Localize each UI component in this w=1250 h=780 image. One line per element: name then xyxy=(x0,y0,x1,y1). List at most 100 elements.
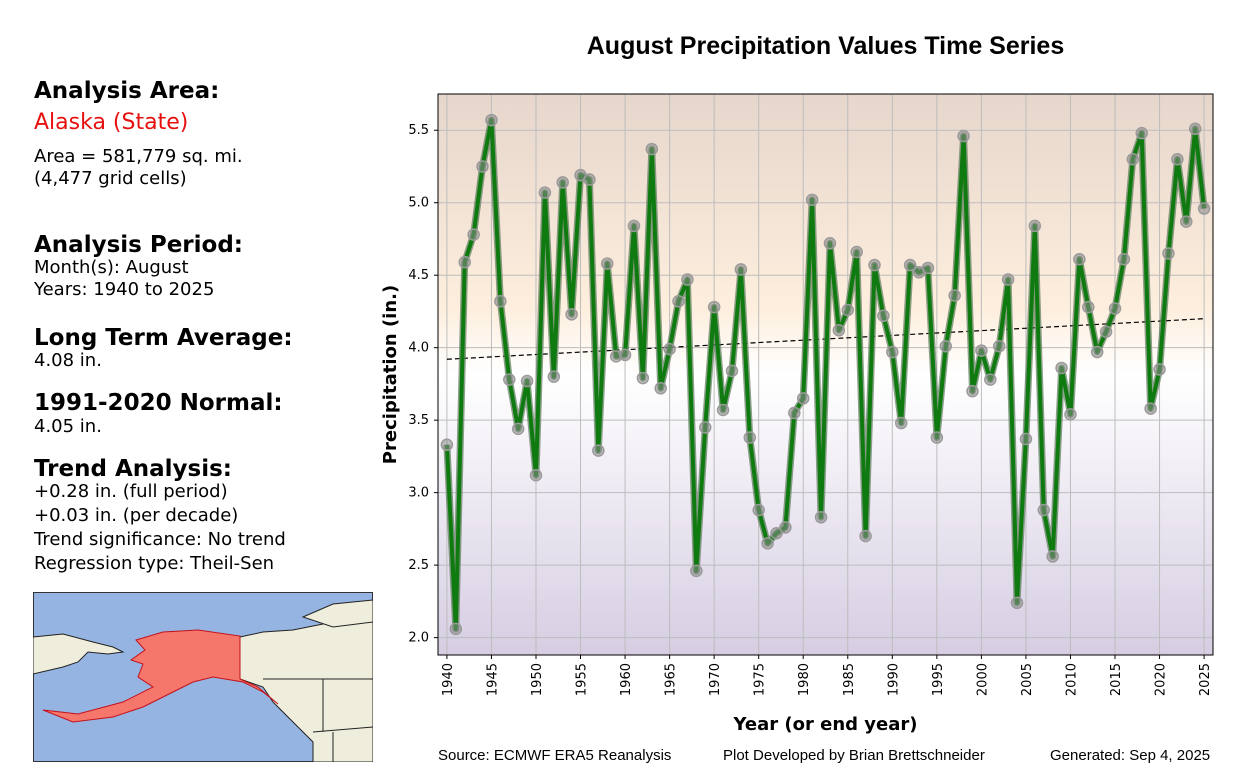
data-point xyxy=(796,392,810,405)
map-alaska-highlight xyxy=(42,629,279,723)
chart-title: August Precipitation Values Time Series xyxy=(586,32,1065,60)
plot-frame xyxy=(437,93,1214,656)
footer-developer: Plot Developed by Brian Brettschneider xyxy=(723,747,985,764)
y-axis-ticks: 2.0 2.5 3.0 3.5 4.0 4.5 5.0 5.5 xyxy=(408,123,438,646)
data-point xyxy=(476,160,489,173)
data-point xyxy=(788,406,801,420)
x-tick-label: 1950 xyxy=(530,663,545,696)
data-point xyxy=(1055,361,1068,375)
data-point xyxy=(503,373,516,386)
data-point xyxy=(743,431,757,444)
data-point xyxy=(752,503,765,517)
data-point xyxy=(877,309,890,323)
data-point xyxy=(592,444,605,457)
data-point xyxy=(681,273,694,286)
data-point xyxy=(1019,432,1033,446)
location-map xyxy=(33,592,373,762)
data-point xyxy=(654,382,667,395)
y-axis-label: Precipitation (in.) xyxy=(380,285,401,464)
data-point xyxy=(948,289,961,302)
x-tick-label: 1985 xyxy=(842,663,857,696)
x-tick-label: 1990 xyxy=(886,663,901,696)
data-point xyxy=(1153,363,1166,376)
y-tick-label: 3.5 xyxy=(408,413,429,428)
data-point xyxy=(734,263,748,276)
x-tick-label: 2025 xyxy=(1198,663,1213,696)
x-tick-label: 1970 xyxy=(708,663,723,696)
map-russia xyxy=(33,633,125,675)
x-axis-label: Year (or end year) xyxy=(733,714,918,735)
data-point xyxy=(1064,408,1077,421)
data-point xyxy=(1010,596,1024,610)
trend-heading: Trend Analysis: xyxy=(34,456,232,482)
lta-heading: Long Term Average: xyxy=(34,325,293,351)
data-point xyxy=(698,421,712,434)
normal-value: 4.05 in. xyxy=(34,416,102,437)
data-point xyxy=(1090,345,1104,359)
area-name: Alaska (State) xyxy=(34,110,189,135)
x-axis-ticks: 1940 1945 1950 1955 1960 1965 1970 1975 1980 1985… xyxy=(441,655,1213,696)
data-point xyxy=(903,258,917,272)
data-point xyxy=(894,416,908,430)
x-tick-label: 1940 xyxy=(441,663,456,696)
data-point xyxy=(601,257,614,270)
y-tick-label: 5.5 xyxy=(408,123,429,138)
data-point xyxy=(538,186,552,199)
data-point xyxy=(1037,503,1050,517)
data-point xyxy=(494,295,507,308)
data-point xyxy=(1162,247,1175,260)
data-point xyxy=(1126,152,1140,166)
regression-type: Regression type: Theil-Sen xyxy=(34,553,275,574)
x-tick-label: 1965 xyxy=(664,663,679,696)
data-point xyxy=(1099,325,1113,338)
y-tick-label: 5.0 xyxy=(408,196,429,211)
x-tick-label: 2020 xyxy=(1154,663,1169,696)
data-point xyxy=(440,438,454,452)
data-point xyxy=(716,403,730,417)
data-point xyxy=(939,339,953,353)
data-point xyxy=(1188,122,1202,136)
normal-heading: 1991-2020 Normal: xyxy=(34,390,283,416)
y-tick-label: 4.0 xyxy=(408,341,429,356)
data-point xyxy=(850,245,863,259)
x-tick-label: 1975 xyxy=(753,663,768,696)
y-tick-label: 2.5 xyxy=(408,558,429,573)
map-canada xyxy=(239,616,373,762)
map-borders xyxy=(263,678,373,762)
period-months: Month(s): August xyxy=(34,257,189,278)
series-line-core xyxy=(444,118,1207,631)
data-point xyxy=(547,370,561,383)
data-point xyxy=(672,295,685,308)
data-point xyxy=(467,228,480,241)
data-point xyxy=(832,324,846,337)
data-point xyxy=(458,255,471,269)
trend-full: +0.28 in. (full period) xyxy=(34,481,228,502)
data-point xyxy=(1108,302,1122,315)
data-point xyxy=(511,422,525,436)
data-point xyxy=(975,344,988,357)
x-tick-label: 1980 xyxy=(797,663,812,696)
data-point xyxy=(805,193,819,207)
x-tick-label: 1945 xyxy=(485,663,500,696)
x-tick-label: 2010 xyxy=(1064,663,1079,696)
chart-area: 2.0 2.5 3.0 3.5 4.0 4.5 5.0 5.5 1940 1945 1950 195… xyxy=(380,93,1214,735)
data-point xyxy=(761,537,774,550)
data-point xyxy=(1001,273,1015,286)
period-heading: Analysis Period: xyxy=(34,232,243,258)
data-point xyxy=(725,364,739,378)
x-tick-label: 1955 xyxy=(575,663,590,696)
x-tick-label: 2000 xyxy=(975,663,990,696)
data-point xyxy=(814,511,828,524)
data-point xyxy=(1144,402,1157,415)
data-point xyxy=(636,371,650,385)
data-point xyxy=(841,303,855,317)
y-tick-label: 3.0 xyxy=(408,486,429,501)
data-point xyxy=(1073,253,1086,266)
x-tick-label: 1960 xyxy=(619,663,634,696)
data-point xyxy=(565,308,578,321)
grid-cells: (4,477 grid cells) xyxy=(34,168,187,189)
data-point xyxy=(529,468,543,482)
y-tick-label: 4.5 xyxy=(408,268,429,283)
x-tick-label: 2005 xyxy=(1020,663,1035,696)
data-point xyxy=(1046,550,1059,563)
